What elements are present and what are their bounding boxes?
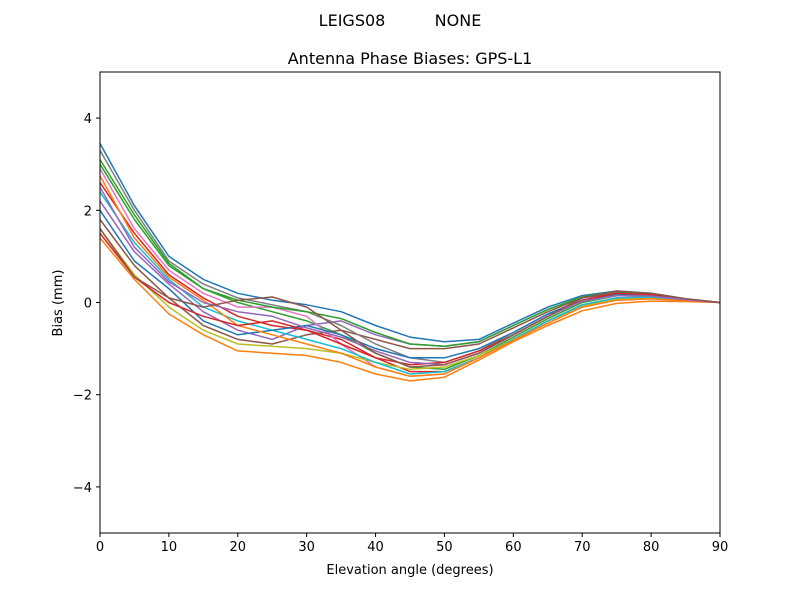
suptitle-antenna: LEIGS08 [319, 11, 386, 30]
x-axis-label: Elevation angle (degrees) [326, 563, 493, 578]
x-tick-label: 80 [643, 540, 660, 555]
suptitle-radome: NONE [435, 11, 482, 30]
y-tick-label: 0 [84, 297, 92, 312]
series-line [99, 191, 721, 375]
x-axis: 0 10 20 30 40 50 60 70 80 90 [96, 533, 728, 555]
x-tick-label: 20 [230, 540, 247, 555]
x-tick-label: 50 [436, 540, 453, 555]
y-tick-label: −4 [73, 481, 92, 496]
series-line [99, 150, 721, 364]
series-line [99, 159, 721, 348]
x-tick-label: 70 [574, 540, 591, 555]
y-axis-label: Bias (mm) [51, 270, 66, 337]
x-tick-label: 90 [712, 540, 729, 555]
y-tick-label: 4 [84, 112, 92, 127]
series-lines [99, 143, 721, 382]
series-line [99, 237, 721, 382]
series-line [99, 228, 721, 368]
series-line [99, 209, 721, 359]
x-tick-label: 0 [96, 540, 104, 555]
series-line [99, 232, 721, 366]
y-axis: −4 −2 0 2 4 [73, 112, 100, 496]
chart-title: Antenna Phase Biases: GPS-L1 [288, 49, 533, 68]
series-line [99, 186, 721, 366]
x-tick-label: 10 [161, 540, 178, 555]
series-line [99, 163, 721, 371]
series-line [99, 200, 721, 348]
y-tick-label: 2 [84, 204, 92, 219]
series-line [99, 175, 721, 378]
x-tick-label: 30 [298, 540, 315, 555]
y-tick-label: −2 [73, 389, 92, 404]
series-line [99, 228, 721, 371]
x-tick-label: 60 [505, 540, 522, 555]
x-tick-label: 40 [367, 540, 384, 555]
